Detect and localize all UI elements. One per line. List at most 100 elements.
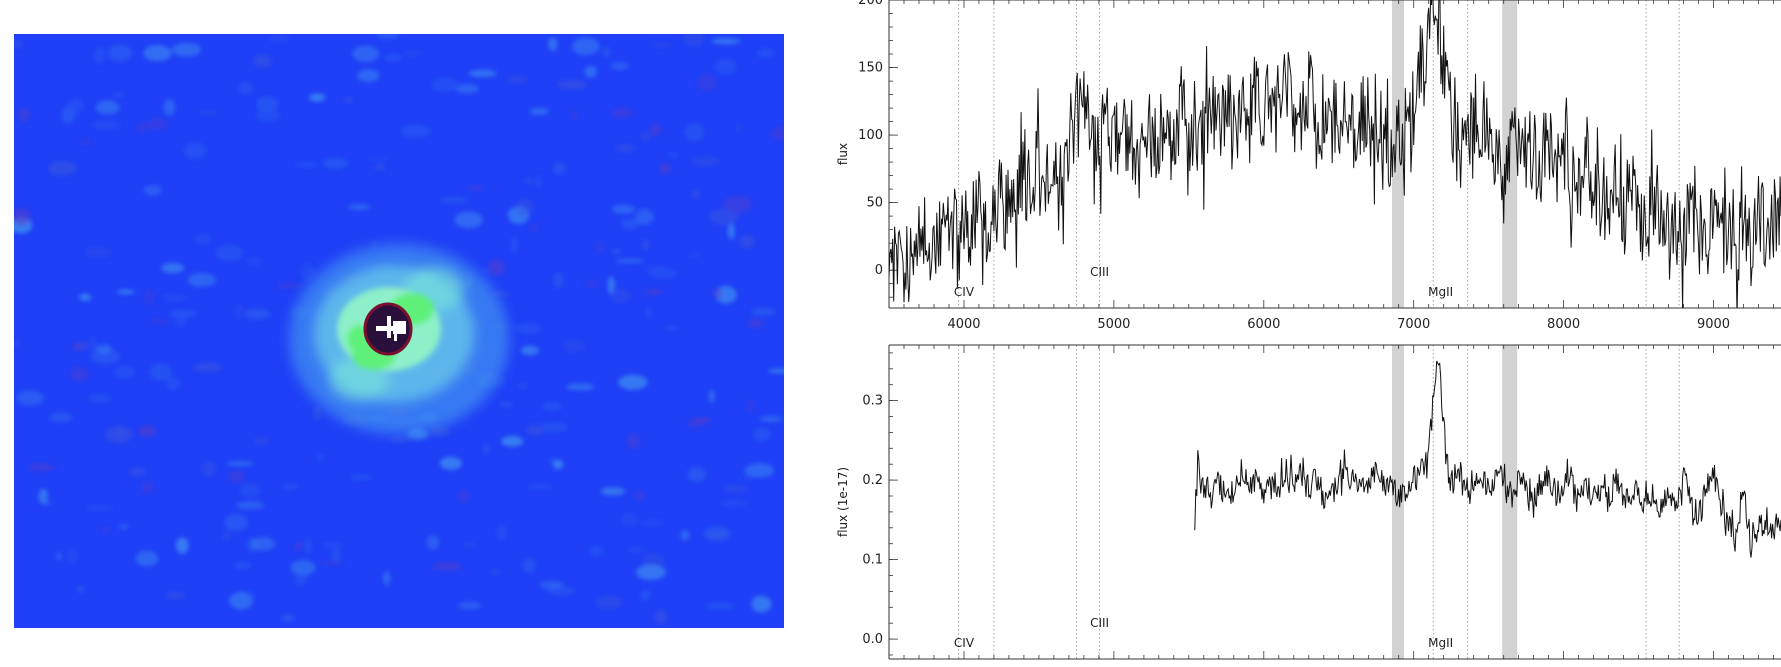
noise-speckle (383, 571, 391, 586)
noise-speckle (348, 204, 371, 210)
noise-speckle (175, 537, 189, 554)
noise-speckle (642, 553, 665, 568)
noise-speckle (313, 405, 321, 421)
noise-speckle (627, 433, 640, 449)
noise-speckle (228, 470, 246, 483)
noise-speckle (723, 484, 748, 493)
y-tick-label: 200 (858, 0, 883, 8)
noise-speckle (547, 586, 575, 596)
noise-speckle (426, 534, 440, 550)
noise-speckle (720, 498, 748, 508)
noise-speckle (705, 603, 735, 610)
noise-speckle (67, 98, 84, 114)
x-tick-label: 4000 (947, 317, 980, 332)
noise-speckle (727, 223, 735, 240)
noise-speckle (71, 367, 88, 382)
line-label-ciii: CIII (1090, 616, 1109, 630)
galaxy-image-panel (9, 29, 797, 628)
noise-speckle (458, 489, 469, 504)
noise-speckle (246, 591, 256, 604)
noise-speckle (165, 376, 181, 390)
noise-speckle (276, 282, 303, 289)
noise-speckle (236, 501, 264, 510)
noise-speckle (714, 58, 738, 75)
source-marker-cross (376, 316, 406, 341)
noise-speckle (374, 163, 386, 171)
noise-speckle (234, 562, 252, 569)
noise-speckle (171, 42, 201, 57)
noise-speckle (660, 162, 671, 175)
noise-speckle (50, 412, 73, 423)
noise-speckle (683, 29, 705, 48)
noise-speckle (431, 77, 459, 92)
noise-speckle (501, 435, 524, 447)
noise-speckle (149, 318, 171, 325)
noise-speckle (530, 224, 539, 233)
noise-speckle (352, 45, 380, 63)
noise-speckle (513, 323, 542, 334)
noise-speckle (664, 325, 678, 330)
noise-speckle (224, 513, 248, 532)
noise-speckle (697, 74, 717, 92)
noise-speckle (115, 424, 124, 441)
noise-speckle (144, 288, 154, 306)
noise-speckle (138, 425, 156, 437)
noise-speckle (309, 93, 326, 102)
noise-speckle (321, 541, 344, 550)
noise-speckle (708, 208, 739, 225)
noise-speckle (610, 288, 631, 304)
noise-speckle (735, 123, 742, 133)
noise-speckle (523, 178, 533, 184)
noise-speckle (506, 75, 528, 85)
noise-speckle (323, 158, 349, 169)
noise-speckle (404, 50, 423, 57)
noise-speckle (250, 536, 276, 551)
line-label-civ: CIV (954, 636, 975, 650)
noise-speckle (621, 512, 639, 527)
noise-speckle (688, 252, 701, 258)
noise-speckle (222, 530, 231, 542)
noise-speckle (708, 389, 715, 403)
noise-speckle (141, 481, 154, 494)
noise-speckle (400, 124, 431, 138)
y-tick-label: 150 (858, 61, 883, 76)
noise-speckle (557, 80, 588, 90)
noise-speckle (165, 592, 186, 599)
noise-speckle (601, 46, 612, 58)
noise-speckle (650, 42, 672, 47)
noise-speckle (145, 118, 168, 130)
noise-speckle (548, 37, 558, 51)
noise-speckle (18, 107, 30, 122)
noise-speckle (84, 246, 112, 258)
noise-speckle (520, 345, 539, 356)
noise-speckle (246, 256, 263, 267)
noise-speckle (294, 162, 319, 168)
noise-speckle (572, 37, 600, 56)
noise-speckle (129, 467, 146, 477)
noise-speckle (618, 374, 648, 390)
noise-speckle (562, 339, 586, 354)
noise-speckle (722, 196, 753, 214)
line-label-mgii: MgII (1428, 636, 1453, 650)
noise-speckle (457, 601, 482, 610)
noise-speckle (747, 398, 755, 414)
noise-speckle (48, 160, 77, 176)
noise-speckle (467, 185, 485, 191)
noise-speckle (88, 393, 112, 403)
noise-speckle (253, 436, 269, 446)
noise-speckle (161, 293, 188, 303)
noise-speckle (91, 120, 121, 130)
noise-speckle (192, 362, 223, 372)
noise-speckle (370, 240, 379, 248)
y-axis-label: flux (836, 143, 850, 165)
noise-speckle (366, 157, 390, 161)
noise-speckle (708, 532, 727, 540)
noise-speckle (135, 550, 159, 567)
noise-speckle (16, 390, 45, 406)
spectrum-top-chart: 4000 5000 6000 7000 8000 9000 0 50 100 150 200 flux… (836, 0, 1781, 332)
noise-speckle (281, 483, 299, 491)
y-tick-label: 0.0 (862, 632, 883, 647)
y-tick-label: 50 (866, 196, 883, 211)
shaded-band (1502, 345, 1518, 659)
noise-speckle (226, 461, 254, 466)
